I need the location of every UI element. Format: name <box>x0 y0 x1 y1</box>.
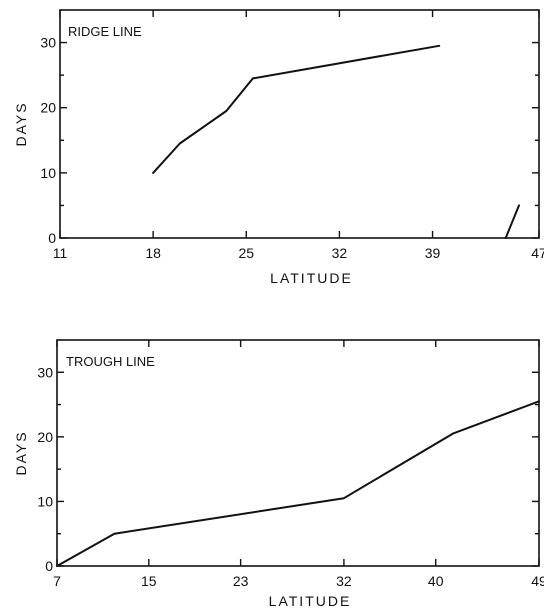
y-axis-label: DAYS <box>13 430 29 475</box>
x-tick-label: 32 <box>332 245 348 261</box>
plot-frame <box>59 9 540 239</box>
x-tick-label: 49 <box>531 573 544 589</box>
y-tick-label: 20 <box>37 429 53 445</box>
y-tick-label: 10 <box>40 165 56 181</box>
x-tick-label: 18 <box>145 245 161 261</box>
x-tick-label: 23 <box>233 573 249 589</box>
y-tick-label: 0 <box>45 558 53 574</box>
x-tick-label: 39 <box>425 245 441 261</box>
x-tick-label: 40 <box>428 573 444 589</box>
x-axis-label: LATITUDE <box>270 270 353 286</box>
x-tick-label: 47 <box>531 245 544 261</box>
trough-line-panel: 7 15 23 32 40 49 0 10 20 30 LATITUDE DAYS TROUGH LIN… <box>13 339 544 609</box>
y-tick-label: 10 <box>37 493 53 509</box>
ridge-line-panel: 11 18 25 32 39 47 0 10 20 30 LATITUDE DAYS RIDGE LIN… <box>13 9 544 286</box>
y-tick-label: 30 <box>37 364 53 380</box>
y-tick-label: 0 <box>48 230 56 246</box>
plot-frame <box>56 339 540 567</box>
series-line <box>152 44 441 174</box>
x-tick-label: 32 <box>336 573 352 589</box>
y-axis-label: DAYS <box>13 101 29 146</box>
y-tick-label: 20 <box>40 100 56 116</box>
x-tick-label: 15 <box>141 573 157 589</box>
y-tick-label: 30 <box>40 35 56 51</box>
x-tick-label: 25 <box>238 245 254 261</box>
series-line <box>56 400 540 567</box>
series-line <box>504 204 520 239</box>
x-tick-label: 11 <box>53 245 68 261</box>
panel-title: TROUGH LINE <box>66 354 155 369</box>
x-tick-label: 7 <box>53 573 61 589</box>
panel-title: RIDGE LINE <box>68 24 142 39</box>
x-axis-label: LATITUDE <box>269 593 352 609</box>
